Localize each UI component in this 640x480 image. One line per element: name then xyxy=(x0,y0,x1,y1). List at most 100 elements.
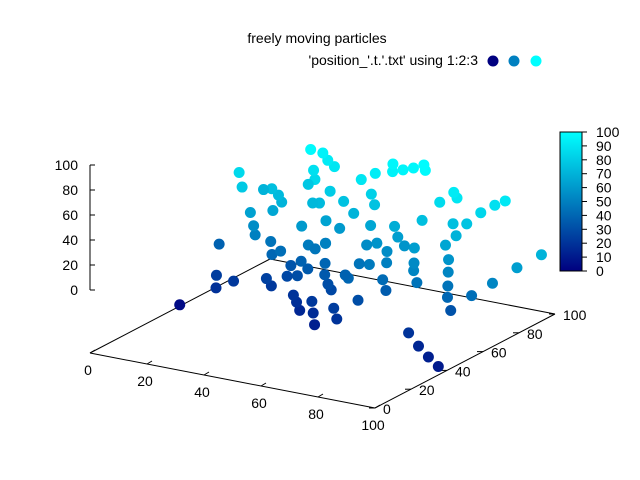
data-point xyxy=(475,207,487,219)
data-point xyxy=(228,275,240,287)
data-point xyxy=(233,167,245,179)
data-point xyxy=(499,195,511,207)
z-tick-label: 0 xyxy=(70,282,78,298)
data-point xyxy=(418,159,430,171)
data-point xyxy=(363,259,375,271)
data-point xyxy=(174,299,186,311)
x-tick-label: 40 xyxy=(194,384,210,400)
data-point xyxy=(291,270,303,282)
data-point xyxy=(434,196,446,208)
x-tick-label: 80 xyxy=(308,406,324,422)
legend-marker-mid xyxy=(508,55,520,67)
data-point xyxy=(308,164,320,176)
data-point xyxy=(387,158,399,170)
colorbar-tick-label: 20 xyxy=(596,235,612,251)
data-point xyxy=(535,249,547,261)
data-point xyxy=(320,215,332,227)
data-point xyxy=(380,284,392,296)
data-point xyxy=(348,207,360,219)
z-tick-label: 40 xyxy=(62,232,78,248)
x-tick xyxy=(203,371,210,376)
data-point xyxy=(355,174,367,186)
data-point xyxy=(448,186,460,198)
data-point xyxy=(307,197,319,209)
y-tick-label: 20 xyxy=(419,382,435,398)
data-point xyxy=(442,266,454,278)
y-tick-label: 100 xyxy=(563,307,587,323)
data-point xyxy=(377,274,389,286)
data-point xyxy=(381,257,393,269)
colorbar-tick-label: 50 xyxy=(596,194,612,210)
data-point xyxy=(236,181,248,193)
data-point xyxy=(244,207,256,219)
back-edge-top xyxy=(269,258,556,315)
data-point xyxy=(213,238,225,250)
data-point xyxy=(260,273,272,285)
data-point xyxy=(319,257,331,269)
colorbar-gradient xyxy=(559,131,583,272)
data-point xyxy=(317,147,329,159)
data-point xyxy=(369,199,381,211)
data-point xyxy=(450,230,462,242)
data-point xyxy=(322,278,334,290)
data-point xyxy=(267,204,279,216)
x-axis-line xyxy=(89,352,376,409)
x-tick-label: 20 xyxy=(137,373,153,389)
data-point xyxy=(339,269,351,281)
z-tick-label: 80 xyxy=(62,182,78,198)
data-point xyxy=(361,239,373,251)
data-point xyxy=(306,295,318,307)
data-point xyxy=(266,183,278,195)
colorbar-tick-label: 10 xyxy=(596,249,612,265)
data-point xyxy=(432,361,444,373)
data-point xyxy=(461,218,473,230)
data-point xyxy=(248,220,260,232)
colorbar-tick-label: 30 xyxy=(596,221,612,237)
data-point xyxy=(392,231,404,243)
data-point xyxy=(408,257,420,269)
data-point xyxy=(281,270,293,282)
legend: 'position_'.t.'.txt' using 1:2:3 xyxy=(309,52,542,68)
x-tick xyxy=(89,349,96,354)
colorbar-tick-label: 100 xyxy=(596,124,620,140)
data-point xyxy=(365,219,377,231)
z-tick-label: 100 xyxy=(55,157,79,173)
data-point xyxy=(466,290,478,302)
data-point xyxy=(511,262,523,274)
chart-title: freely moving particles xyxy=(247,30,386,46)
data-point xyxy=(309,243,321,255)
data-point xyxy=(320,237,332,249)
data-point xyxy=(416,214,428,226)
data-point xyxy=(407,162,419,174)
y-tick-label: 40 xyxy=(455,363,471,379)
x-tick xyxy=(146,360,153,365)
data-point xyxy=(302,178,314,190)
data-point xyxy=(403,327,415,339)
data-point xyxy=(210,269,222,281)
data-point xyxy=(408,242,420,254)
x-tick-label: 100 xyxy=(361,417,385,433)
x-tick xyxy=(374,404,381,409)
data-point xyxy=(265,236,277,248)
data-point xyxy=(249,229,261,241)
z-tick-label: 20 xyxy=(62,257,78,273)
data-point xyxy=(422,351,434,363)
data-point xyxy=(441,291,453,303)
y-tick-label: 80 xyxy=(527,326,543,342)
data-point xyxy=(442,280,454,292)
z-tick-label: 60 xyxy=(62,207,78,223)
data-point xyxy=(365,188,377,200)
data-point xyxy=(338,195,350,207)
data-point xyxy=(319,269,331,281)
data-point xyxy=(275,245,287,257)
data-point xyxy=(440,239,451,251)
data-point xyxy=(389,220,401,232)
x-tick xyxy=(260,382,267,387)
colorbar-tick-label: 60 xyxy=(596,180,612,196)
data-point xyxy=(309,319,321,331)
data-point xyxy=(295,255,307,267)
data-point xyxy=(443,254,455,266)
x-tick-label: 60 xyxy=(251,395,267,411)
